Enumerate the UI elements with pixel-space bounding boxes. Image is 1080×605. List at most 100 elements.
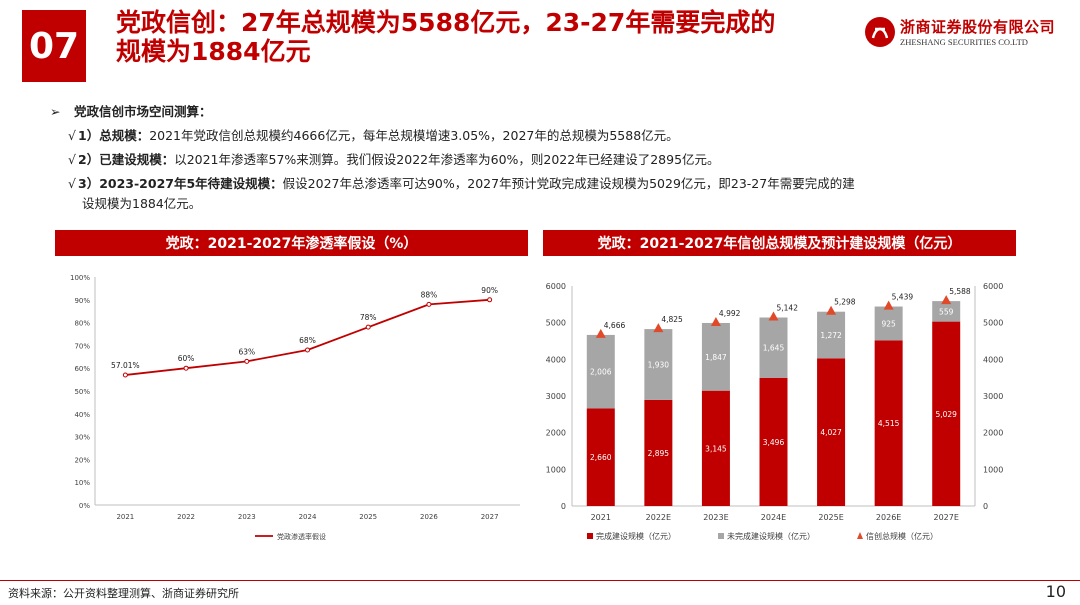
x-tick-label: 2023E [703, 513, 728, 522]
bar-uncompleted-label: 1,645 [763, 344, 785, 353]
bar-completed [759, 377, 788, 506]
bar-completed [932, 321, 961, 506]
y-tick-label: 10% [74, 479, 90, 487]
total-label: 5,142 [777, 303, 799, 312]
x-tick-label: 2027 [481, 513, 499, 521]
total-triangle-marker [710, 316, 721, 326]
total-label: 4,992 [719, 309, 741, 318]
data-label: 78% [360, 313, 377, 322]
legend-label: 完成建设规模（亿元） [596, 531, 676, 541]
x-tick-label: 2025E [818, 513, 843, 522]
x-tick-label: 2027E [934, 513, 959, 522]
y-tick-label: 100% [70, 274, 90, 282]
bar-completed-label: 2,895 [648, 449, 670, 458]
bullet-heading-text: 党政信创市场空间测算： [74, 104, 212, 119]
bar-uncompleted [586, 334, 615, 409]
legend-swatch-completed [587, 533, 593, 539]
x-tick-label: 2021 [116, 513, 134, 521]
bullet-item-text: 以2021年渗透率57%来测算。我们假设2022年渗透率为60%，则2022年已… [174, 152, 720, 167]
data-label: 57.01% [111, 361, 140, 370]
y-left-tick-label: 3000 [546, 392, 566, 401]
bullet-item-text: 假设2027年总渗透率可达90%，2027年预计党政完成建设规模为5029亿元，… [282, 176, 855, 191]
bar-uncompleted-label: 2,006 [590, 368, 612, 377]
legend-label: 党政渗透率假设 [277, 532, 326, 541]
y-right-tick-label: 2000 [983, 429, 1003, 438]
data-point [365, 324, 371, 330]
legend-label: 未完成建设规模（亿元） [727, 531, 815, 541]
bar-uncompleted [644, 329, 673, 400]
bar-completed [874, 340, 903, 506]
legend-swatch-uncompleted [718, 533, 724, 539]
x-tick-label: 2022 [177, 513, 195, 521]
data-point [426, 301, 432, 307]
bar-completed-label: 3,496 [763, 438, 785, 447]
data-label: 68% [299, 336, 316, 345]
bar-completed-label: 3,145 [705, 444, 727, 453]
y-right-tick-label: 6000 [983, 282, 1003, 291]
bullet-item: √ 1）总规模：2021年党政信创总规模约4666亿元，每年总规模增速3.05%，… [50, 124, 1050, 148]
total-label: 5,298 [834, 298, 856, 307]
logo-chinese-name: 浙商证券股份有限公司 [900, 18, 1056, 36]
total-label: 5,439 [892, 293, 914, 302]
bar-completed-label: 4,515 [878, 419, 900, 428]
data-point [305, 347, 310, 353]
bar-uncompleted [932, 301, 961, 322]
total-triangle-marker [595, 328, 606, 338]
x-tick-label: 2026 [420, 513, 438, 521]
x-tick-label: 2023 [238, 513, 256, 521]
bullet-item: √ 3）2023-2027年5年待建设规模：假设2027年总渗透率可达90%，20… [50, 172, 1050, 196]
bar-uncompleted-label: 1,847 [705, 353, 727, 362]
data-label: 88% [421, 290, 438, 299]
left-chart-title-bar: 党政：2021-2027年渗透率假设（%） [55, 230, 528, 256]
title-line-1: 党政信创：27年总规模为5588亿元，23-27年需要完成的 [116, 8, 776, 37]
data-point [244, 358, 250, 364]
bar-uncompleted-label: 1,930 [648, 360, 670, 369]
data-label: 63% [238, 347, 255, 356]
data-point [122, 372, 128, 378]
total-triangle-marker [653, 323, 664, 333]
bar-uncompleted [759, 317, 788, 378]
footer-divider [0, 580, 1080, 581]
y-tick-label: 40% [74, 411, 90, 419]
page-number: 10 [1045, 582, 1066, 601]
x-tick-label: 2025 [359, 513, 377, 521]
y-tick-label: 90% [74, 297, 90, 305]
y-left-tick-label: 1000 [546, 465, 566, 474]
x-tick-label: 2024E [761, 513, 786, 522]
total-triangle-marker [941, 295, 952, 305]
y-left-tick-label: 6000 [546, 282, 566, 291]
bullet-heading: ➢ 党政信创市场空间测算： [50, 100, 1050, 124]
bar-completed [644, 399, 673, 506]
y-right-tick-label: 1000 [983, 465, 1003, 474]
y-right-tick-label: 3000 [983, 392, 1003, 401]
y-tick-label: 80% [74, 320, 90, 328]
bar-uncompleted [874, 306, 903, 341]
legend-swatch-total [857, 532, 863, 539]
y-right-tick-label: 5000 [983, 319, 1003, 328]
y-right-tick-label: 0 [983, 502, 988, 511]
bar-uncompleted-label: 1,272 [820, 331, 842, 340]
data-point [183, 365, 189, 371]
bar-completed-label: 2,660 [590, 453, 612, 462]
bar-completed-label: 5,029 [935, 410, 957, 419]
y-tick-label: 30% [74, 434, 90, 442]
zheshang-logo-icon [865, 17, 895, 47]
logo-english-name: ZHESHANG SECURITIES CO.LTD [900, 37, 1028, 47]
check-icon: √ [68, 176, 76, 191]
y-right-tick-label: 4000 [983, 355, 1003, 364]
y-tick-label: 20% [74, 456, 90, 464]
total-label: 4,825 [661, 315, 683, 324]
y-left-tick-label: 4000 [546, 355, 566, 364]
x-tick-label: 2021 [591, 513, 611, 522]
bar-uncompleted-label: 559 [939, 307, 954, 316]
data-point [487, 297, 493, 303]
bullet-item-text: 2021年党政信创总规模约4666亿元，每年总规模增速3.05%，2027年的总… [149, 128, 679, 143]
right-chart-title-bar: 党政：2021-2027年信创总规模及预计建设规模（亿元） [543, 230, 1016, 256]
bar-uncompleted [701, 322, 730, 391]
bar-completed [586, 408, 615, 506]
bar-uncompleted [817, 311, 846, 359]
section-number-badge: 07 [22, 10, 86, 82]
source-note: 资料来源：公开资料整理测算、浙商证券研究所 [8, 587, 239, 600]
total-triangle-marker [826, 305, 837, 315]
y-tick-label: 0% [79, 502, 90, 510]
